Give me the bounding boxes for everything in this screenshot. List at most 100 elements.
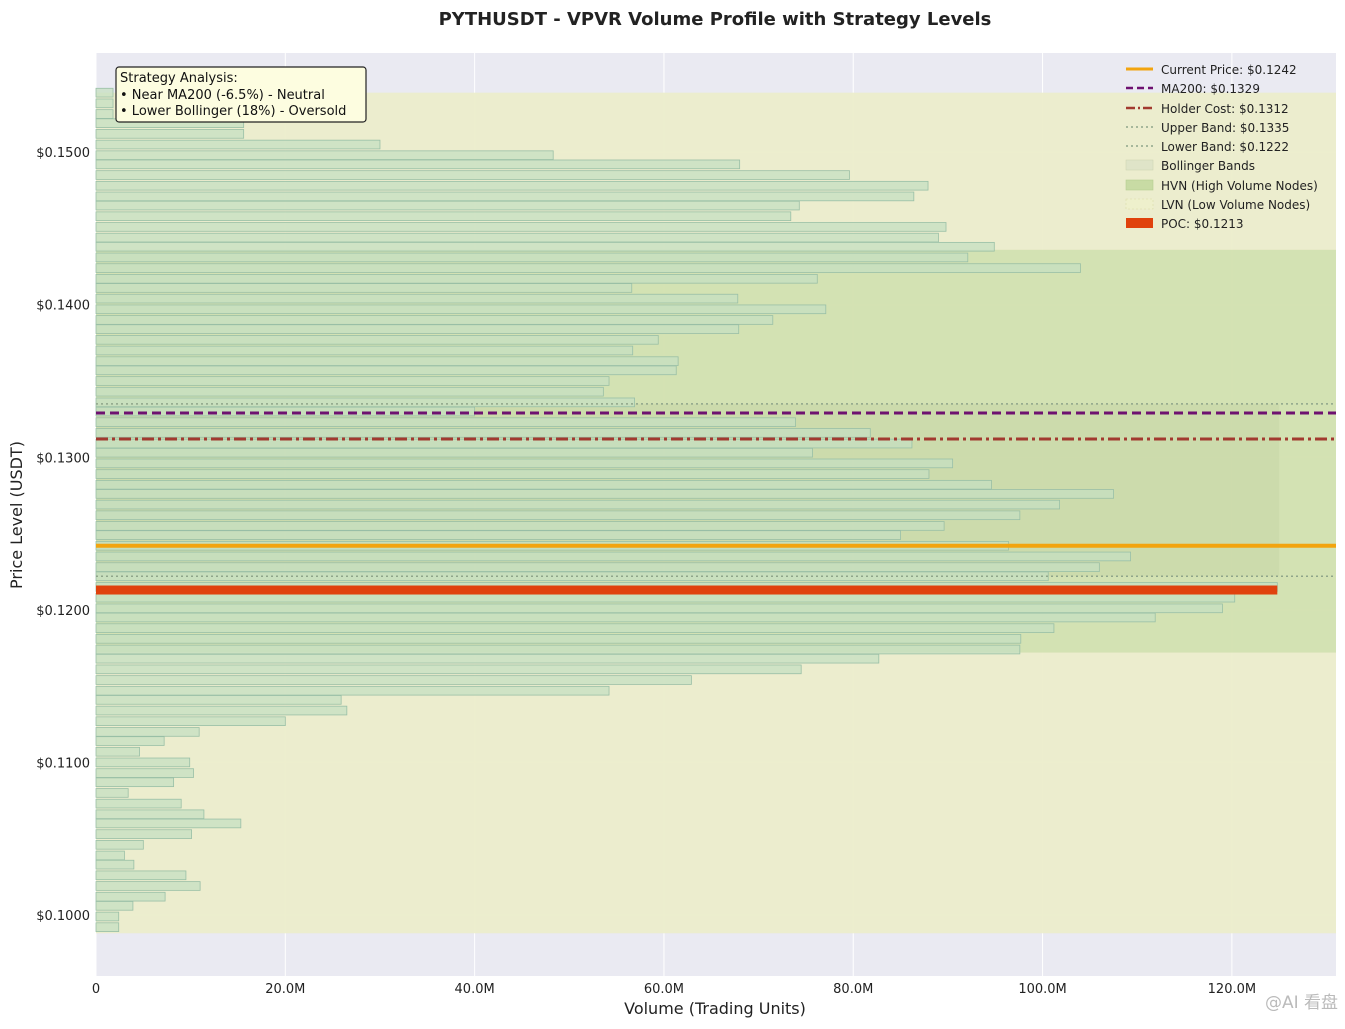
volume-bar (95, 736, 165, 746)
strategy-annotation: Strategy Analysis: • Near MA200 (-6.5%) … (115, 66, 367, 123)
volume-bar (95, 489, 1114, 499)
volume-bar (95, 191, 915, 202)
volume-bar (95, 881, 201, 891)
volume-bar (95, 510, 1021, 521)
volume-bar (95, 818, 242, 829)
y-axis-ticks: $0.1000 $0.1100 $0.1200 $0.1300 $0.1400 $0.15… (36, 146, 90, 924)
volume-bar (95, 365, 677, 376)
volume-bar (95, 870, 187, 881)
volume-bar (95, 211, 792, 222)
volume-bar (95, 911, 120, 922)
volume-bar (95, 150, 554, 160)
volume-bar (95, 685, 610, 696)
legend-swatch-poc (1126, 218, 1153, 228)
volume-bar (95, 777, 175, 788)
volume-bar (95, 859, 135, 870)
volume-bar (95, 746, 140, 757)
volume-bar (95, 345, 634, 356)
volume-bar (95, 850, 125, 861)
volume-bar (95, 222, 947, 232)
y-tick-label: $0.1500 (36, 146, 90, 161)
volume-bar (95, 200, 800, 211)
x-axis-ticks: 0 20.0M 40.0M 60.0M 80.0M 100.0M 120.0M (92, 982, 1256, 997)
legend-item-lvn: LVN (Low Volume Nodes) (1125, 198, 1310, 212)
legend-label-ma200: MA200: $0.1329 (1161, 82, 1260, 96)
volume-bar (95, 716, 286, 727)
annotation-line-heading: Strategy Analysis: (120, 71, 238, 86)
volume-bar (95, 798, 182, 809)
volume-bar (95, 521, 945, 531)
legend-label-lower-band: Lower Band: $0.1222 (1161, 140, 1289, 154)
legend-item-upper-band: Upper Band: $0.1335 (1126, 121, 1289, 135)
volume-bar (95, 159, 741, 170)
x-tick-label: 40.0M (455, 982, 495, 997)
volume-bar (95, 809, 205, 820)
volume-bar (95, 406, 476, 417)
legend-swatch-bollinger-bands (1125, 159, 1154, 171)
y-tick-label: $0.1300 (36, 451, 90, 466)
volume-bar (95, 129, 245, 139)
y-tick-label: $0.1000 (36, 909, 90, 924)
y-tick-label: $0.1400 (36, 299, 90, 314)
volume-bar (95, 304, 827, 315)
volume-bar (95, 612, 1156, 623)
legend-label-lvn: LVN (Low Volume Nodes) (1161, 198, 1310, 212)
volume-bar (95, 170, 850, 180)
volume-bar (95, 551, 1131, 562)
legend-item-lower-band: Lower Band: $0.1222 (1126, 140, 1289, 154)
y-tick-label: $0.1100 (36, 756, 90, 771)
volume-bar (95, 901, 134, 911)
x-tick-label: 100.0M (1018, 982, 1066, 997)
volume-bars (95, 87, 1278, 932)
chart-title: PYTHUSDT - VPVR Volume Profile with Stra… (439, 9, 992, 30)
volume-bar (95, 695, 342, 705)
legend-swatch-hvn (1125, 179, 1154, 191)
x-axis-label: Volume (Trading Units) (624, 999, 806, 1018)
volume-bar (95, 479, 992, 490)
volume-bar (95, 232, 939, 243)
x-tick-label: 80.0M (833, 982, 873, 997)
volume-bar (95, 335, 659, 345)
annotation-line-bollinger: • Lower Bollinger (18%) - Oversold (120, 104, 346, 119)
legend-label-current-price: Current Price: $0.1242 (1161, 63, 1297, 77)
volume-bar (95, 499, 1061, 510)
volume-bar (95, 386, 604, 397)
volume-bar (95, 376, 610, 386)
volume-bar (95, 840, 144, 850)
legend-label-upper-band: Upper Band: $0.1335 (1161, 121, 1289, 135)
watermark-text: @AI 看盘 (1265, 993, 1338, 1013)
legend-label-bollinger-bands: Bollinger Bands (1161, 159, 1255, 173)
x-tick-label: 0 (92, 982, 100, 997)
volume-bar (95, 603, 1223, 614)
x-tick-label: 20.0M (265, 982, 305, 997)
annotation-box-frame (115, 66, 367, 123)
volume-bar (95, 530, 901, 540)
volume-bar (95, 180, 929, 191)
volume-bar (95, 324, 740, 334)
legend-item-ma200: MA200: $0.1329 (1126, 82, 1260, 96)
volume-bar (95, 788, 129, 798)
legend-item-current-price: Current Price: $0.1242 (1126, 63, 1297, 77)
volume-bar (95, 623, 1055, 633)
y-axis-label: Price Level (USDT) (7, 441, 26, 589)
volume-bar (95, 293, 739, 304)
volume-bar (95, 562, 1100, 572)
annotation-line-ma200: • Near MA200 (-6.5%) - Neutral (120, 88, 325, 103)
volume-bar (95, 428, 871, 438)
volume-bar (95, 274, 818, 284)
volume-bar (95, 922, 120, 932)
volume-bar (95, 241, 995, 252)
x-tick-label: 120.0M (1208, 982, 1256, 997)
poc-bar (96, 585, 1278, 595)
volume-bar (95, 263, 1081, 273)
legend-label-hvn: HVN (High Volume Nodes) (1161, 179, 1318, 193)
volume-bar (95, 283, 633, 293)
volume-bar (95, 447, 813, 458)
volume-bar (95, 139, 381, 150)
volume-bar (95, 397, 635, 408)
volume-bar (95, 757, 191, 768)
legend-label-poc: POC: $0.1213 (1161, 217, 1244, 231)
volume-bar (95, 891, 166, 902)
